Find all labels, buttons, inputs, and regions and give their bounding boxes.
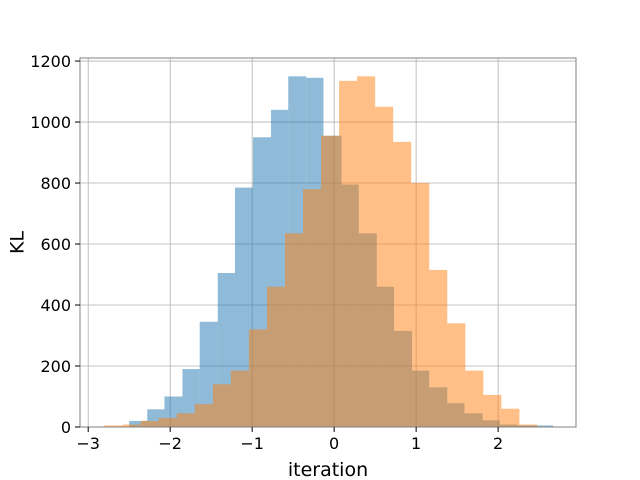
y-tick-label: 200: [40, 357, 71, 376]
histogram-bar: [230, 370, 249, 427]
histogram-bars: [103, 76, 554, 428]
histogram-bar: [212, 384, 231, 427]
y-axis-label: KL: [7, 231, 29, 254]
axis-ticks: −3 −2 −1 0 1 2 0 200 400 600 800 1000 1200: [30, 52, 503, 453]
histogram-bar: [302, 189, 322, 427]
histogram-bar: [321, 135, 340, 427]
histogram-bar: [535, 425, 554, 427]
series-1: [103, 76, 538, 428]
histogram-bar: [158, 417, 177, 427]
histogram-bar: [339, 80, 358, 428]
histogram-bar: [176, 413, 195, 427]
histogram-bar: [357, 76, 376, 428]
y-tick-label: 800: [40, 174, 71, 193]
histogram-bar: [122, 424, 141, 427]
histogram-bar: [234, 187, 253, 427]
histogram-bar: [266, 286, 285, 427]
histogram-bar: [501, 408, 520, 427]
y-tick-label: 400: [40, 296, 71, 315]
y-tick-label: 600: [40, 235, 71, 254]
histogram-bar: [140, 420, 159, 427]
y-tick-label: 1200: [30, 52, 71, 71]
y-tick-label: 0: [61, 418, 71, 437]
histogram-bar: [483, 394, 502, 427]
histogram-bar: [103, 425, 123, 427]
histogram-bar: [429, 269, 448, 427]
x-tick-label: −2: [158, 434, 182, 453]
histogram-bar: [447, 323, 466, 427]
y-tick-label: 1000: [30, 113, 71, 132]
x-axis-label: iteration: [288, 459, 368, 480]
histogram-bar: [465, 370, 484, 427]
histogram-bar: [519, 424, 538, 427]
histogram-bar: [284, 233, 303, 427]
x-tick-label: 2: [493, 434, 503, 453]
x-tick-label: 0: [329, 434, 339, 453]
histogram-bar: [411, 183, 430, 427]
plot-frame: [79, 57, 577, 428]
histogram-bar: [393, 141, 412, 427]
histogram-bar: [248, 329, 267, 427]
x-tick-label: 1: [411, 434, 421, 453]
histogram-bar: [129, 420, 148, 427]
x-tick-label: −3: [76, 434, 100, 453]
x-tick-label: −1: [240, 434, 264, 453]
histogram-bar: [194, 404, 213, 427]
histogram-bar: [375, 106, 394, 427]
